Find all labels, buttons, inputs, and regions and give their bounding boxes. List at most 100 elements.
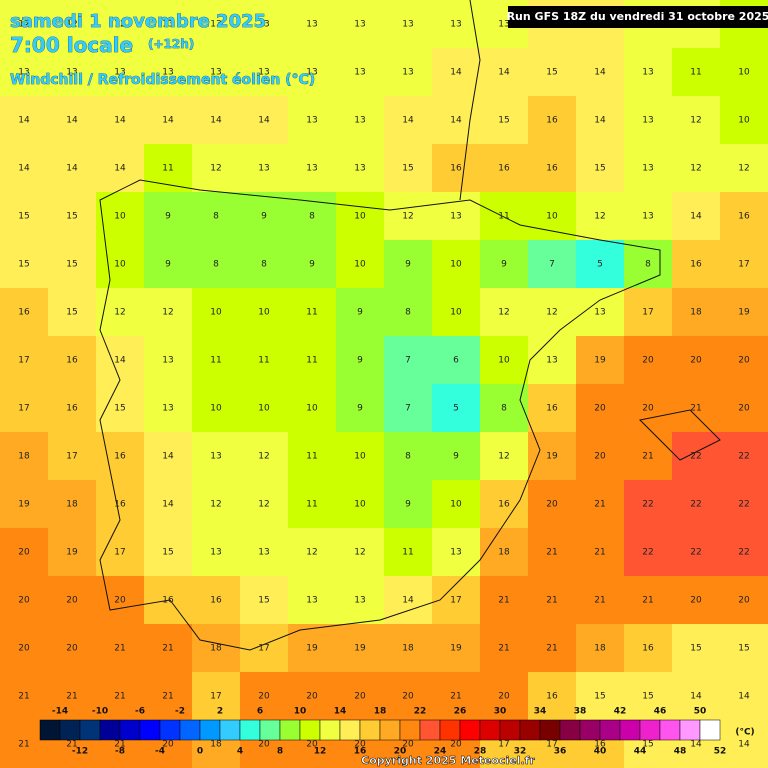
cell [240,0,289,49]
coastline [459,0,481,201]
cell [48,480,97,529]
cell [384,672,433,721]
colorbar-bin [639,719,661,741]
cell-value: 19 [546,452,558,462]
cell-value: 20 [690,596,702,606]
cell [720,720,768,768]
cell-value: 13 [354,596,365,606]
cell-value: 22 [690,548,701,558]
cell-value: 17 [66,452,77,462]
cell [336,336,385,385]
cell-value: 13 [258,20,269,30]
cell [720,240,768,289]
cell-value: 14 [690,692,702,702]
cell-value: 22 [738,500,749,510]
cell [240,480,289,529]
cell-value: 20 [498,692,510,702]
cell-value: 21 [498,644,509,654]
colorbar-bin [659,719,681,741]
cell [96,96,145,145]
values: 12 12 12 13 13 13 13 13 13 13 13 14 14 13 12 10 13 13 13 13… [18,20,750,750]
cell [96,288,145,337]
cell [48,144,97,193]
colorbar-bin [159,719,181,741]
cell [288,144,337,193]
colorbar-bin [499,719,521,741]
cell-value: 20 [18,548,30,558]
cell [480,576,529,625]
cell [336,240,385,289]
cell-value: 13 [210,68,221,78]
colorbar-bin [239,719,261,741]
cell [528,48,577,97]
cell [576,384,625,433]
cell [192,240,241,289]
colorbar-bin [559,719,581,741]
cell-value: 11 [498,212,509,222]
cell-value: 13 [306,596,317,606]
cell-value: 20 [690,356,702,366]
cell-value: 20 [258,692,270,702]
cell [288,384,337,433]
cell-value: 17 [450,596,461,606]
cell-value: 13 [306,116,317,126]
cell [384,144,433,193]
cell [336,672,385,721]
cell-value: 14 [690,212,702,222]
cell-value: 14 [690,740,702,750]
cell-value: 14 [162,500,174,510]
cell [432,144,481,193]
cell [528,192,577,241]
cell [672,480,721,529]
cell [96,336,145,385]
cell-value: 20 [594,404,606,414]
cell [720,96,768,145]
cell-value: 16 [738,212,750,222]
cell [192,672,241,721]
cell-value: 20 [738,404,750,414]
cell [96,0,145,49]
cell [336,0,385,49]
cell [576,672,625,721]
cell-value: 8 [261,260,267,270]
cell [48,672,97,721]
cell-value: 12 [114,308,125,318]
cell-value: 14 [162,116,174,126]
cell [384,384,433,433]
cell-value: 20 [162,740,174,750]
cell-value: 19 [354,644,366,654]
cell [432,432,481,481]
cell-value: 15 [402,164,413,174]
colorbar-label: 34 [534,707,547,717]
cell-value: 16 [18,308,30,318]
cell-value: 19 [450,644,462,654]
cell [480,192,529,241]
cell-value: 19 [738,308,750,318]
cell [336,96,385,145]
cell-value: 18 [690,308,702,318]
cell-value: 13 [210,452,221,462]
cell-value: 22 [738,548,749,558]
cell-value: 14 [258,116,270,126]
cell-value: 16 [162,596,174,606]
cell [720,576,768,625]
cell [624,96,673,145]
colorbar-bin [539,719,561,741]
island [638,409,721,461]
cell-value: 17 [210,692,221,702]
cell-value: 9 [405,260,411,270]
colorbar-label: 28 [474,747,487,757]
cell [432,528,481,577]
cell [336,144,385,193]
cell-value: 6 [453,356,459,366]
unit: (°C) [735,728,754,738]
cell [144,96,193,145]
cell [480,528,529,577]
cell [528,336,577,385]
cell [576,96,625,145]
cell-value: 15 [162,548,173,558]
cell [384,480,433,529]
cell-value: 10 [354,500,366,510]
cell [720,672,768,721]
